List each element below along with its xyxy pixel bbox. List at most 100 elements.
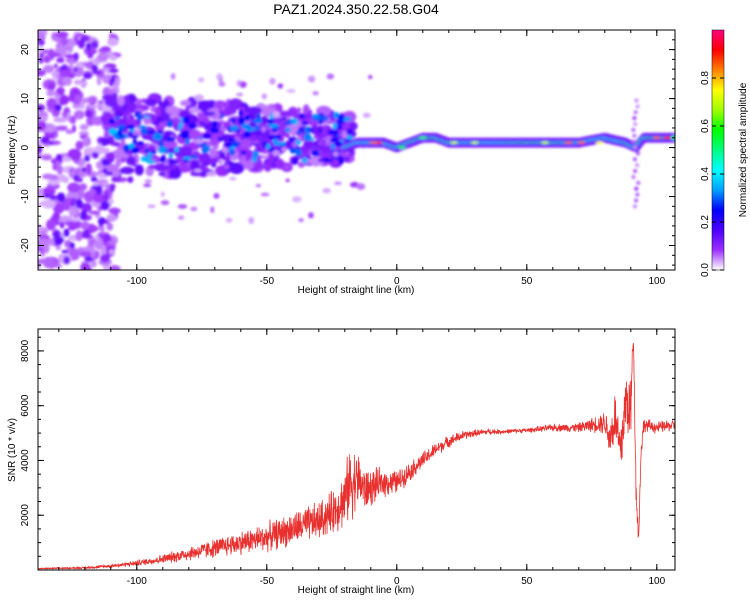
colorbar-ticks: 0.0 0.2 0.4 0.6 0.8 [700,71,724,277]
heatmap-cell [178,122,184,128]
heatmap-cell [325,158,335,162]
heatmap-cell [70,198,76,207]
heatmap-cell [67,148,82,161]
heatmap-cell [75,140,84,150]
heatmap-cell [210,206,215,214]
x-tick-label: 100 [648,576,665,587]
heatmap-cell [337,113,345,120]
heatmap-cell [38,56,44,64]
heatmap-cell [263,162,272,172]
heatmap-cell [246,106,263,115]
heatmap-cell [333,129,339,136]
heatmap-cell [144,179,152,184]
heatmap-cell [43,57,51,64]
heatmap-cell [368,74,373,80]
heatmap-cell [38,144,43,154]
heatmap-cell [38,39,45,46]
heatmap-cell [450,141,458,144]
heatmap-cell [106,222,114,231]
heatmap-cell [77,39,86,49]
x-tick-label: 100 [648,276,665,287]
heatmap-cell [188,129,194,134]
heatmap-cell [244,114,251,122]
heatmap-cell [156,130,164,134]
heatmap-cell [115,116,120,121]
heatmap-cell [301,121,309,126]
heatmap-cell [65,129,74,135]
snr-plot-area [38,329,675,570]
heatmap-cell [310,137,315,141]
heatmap-cell [82,136,90,147]
heatmap-cell [38,104,46,112]
heatmap-cell [287,136,297,141]
heatmap-cell [306,128,315,132]
heatmap-cell [73,52,79,61]
heatmap-cell [238,138,254,149]
heatmap-cell [100,200,110,211]
heatmap-cell [59,125,68,131]
heatmap-cell [213,192,220,199]
heatmap-cell [82,266,92,270]
heatmap-cell [59,221,65,229]
heatmap-cell [275,142,286,146]
heatmap-cell [38,238,49,249]
heatmap-cell [295,130,303,135]
heatmap-cell [110,75,116,84]
heatmap-cell [652,136,661,140]
heatmap-cell [636,180,641,185]
heatmap-cell [168,168,182,179]
heatmap-cell [85,42,92,51]
heatmap-cell [108,207,121,215]
heatmap-cell [52,211,61,221]
heatmap-cell [277,110,293,118]
heatmap-cell [53,63,58,68]
heatmap-cell [252,150,259,158]
heatmap-cell [135,127,141,133]
heatmap-cell [81,229,91,239]
y-tick-label: 2000 [20,504,31,527]
heatmap-cell [295,149,303,157]
heatmap-cell [663,136,672,140]
heatmap-cell [267,118,275,124]
heatmap-cell [203,111,216,116]
heatmap-cell [237,117,245,125]
heatmap-cell [632,157,637,162]
heatmap-cell [266,143,271,150]
heatmap-cell [286,89,296,93]
heatmap-cell [332,151,339,158]
colorbar-label: Normalized spectral amplitude [738,82,749,217]
heatmap-cell [148,152,153,159]
heatmap-cell [398,146,406,149]
y-tick-label: -10 [20,189,31,204]
heatmap-cell [54,263,62,269]
heatmap-cell [48,52,61,57]
heatmap-cell [338,157,344,165]
heatmap-cell [182,116,190,124]
heatmap-cell [228,98,244,110]
heatmap-cell [138,125,147,130]
heatmap-cell [159,122,165,127]
heatmap-cell [179,99,191,107]
heatmap-cell [277,83,284,89]
heatmap-cell [252,140,260,144]
heatmap-cell [144,148,149,154]
heatmap-cell [218,81,226,87]
heatmap-cell [219,113,224,119]
heatmap-cell [631,174,636,179]
heatmap-cell [289,138,295,144]
heatmap-cell [223,163,230,170]
heatmap-cell [197,100,211,112]
heatmap-cell [256,112,261,120]
heatmap-cell [194,138,204,144]
heatmap-cell [51,71,60,77]
heatmap-cell [577,141,586,144]
y-tick-label: -20 [20,238,31,253]
heatmap-cell [218,159,223,165]
heatmap-cell [108,249,115,255]
heatmap-cell [38,262,42,269]
heatmap-cell [43,64,55,73]
heatmap-cell [155,106,161,119]
heatmap-cell [229,148,235,156]
heatmap-cell [176,154,184,163]
